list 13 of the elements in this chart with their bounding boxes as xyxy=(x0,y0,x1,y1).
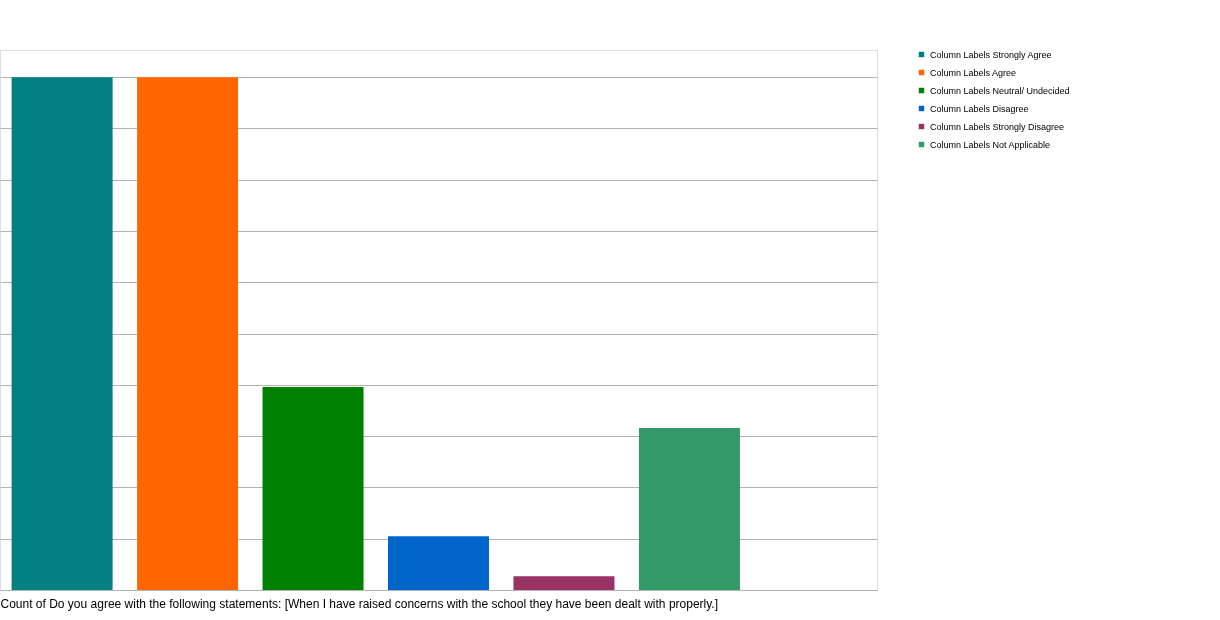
bar xyxy=(513,576,615,590)
legend-label: Column Labels Neutral/ Undecided xyxy=(930,85,1070,96)
x-axis-title: Count of Do you agree with the following statements: [When I have raised concerns with the school they have been dealt with properly.] xyxy=(0,596,719,611)
legend-label: Column Labels Agree xyxy=(930,67,1017,78)
bar xyxy=(137,77,239,590)
bar xyxy=(638,427,740,590)
bar xyxy=(11,77,113,590)
legend-label: Column Labels Strongly Disagree xyxy=(930,121,1065,132)
legend-label: Column Labels Disagree xyxy=(930,103,1029,114)
bar xyxy=(262,386,364,590)
legend-label: Column Labels Not Applicable xyxy=(930,139,1051,150)
bar xyxy=(388,536,489,590)
legend-label: Column Labels Strongly Agree xyxy=(930,49,1052,60)
